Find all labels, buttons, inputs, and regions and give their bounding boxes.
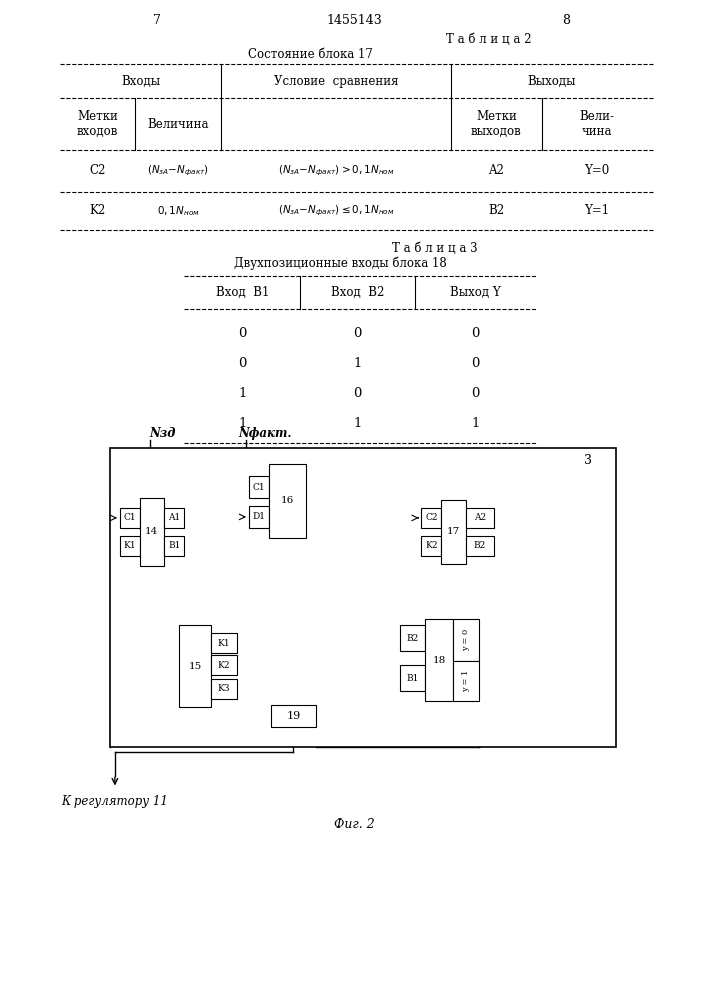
Text: K3: K3	[218, 684, 230, 693]
Text: Вели-
чина: Вели- чина	[580, 110, 614, 138]
Text: Вход  B2: Вход B2	[331, 286, 384, 299]
Text: 0: 0	[238, 357, 247, 370]
Text: 1: 1	[238, 417, 247, 430]
Bar	[249, 506, 269, 528]
Bar	[421, 536, 441, 556]
Text: Метки
входов: Метки входов	[77, 110, 118, 138]
Bar	[421, 508, 441, 528]
Text: A2: A2	[489, 164, 504, 177]
Bar	[426, 619, 453, 701]
Text: 17: 17	[447, 527, 460, 536]
Bar	[466, 536, 494, 556]
Text: K1: K1	[218, 639, 230, 648]
Text: $0,1N_{ном}$: $0,1N_{ном}$	[156, 204, 199, 218]
Text: 7: 7	[153, 14, 160, 27]
Text: Т а б л и ц а 3: Т а б л и ц а 3	[392, 242, 477, 255]
Text: C2: C2	[425, 513, 438, 522]
Text: K2: K2	[89, 204, 105, 217]
Text: 1: 1	[472, 417, 480, 430]
Text: 0: 0	[354, 327, 362, 340]
Text: C1: C1	[124, 513, 136, 522]
Text: 19: 19	[286, 711, 300, 721]
Text: Выходы: Выходы	[527, 75, 576, 88]
Text: D1: D1	[252, 512, 265, 521]
Bar	[120, 508, 140, 528]
Text: 0: 0	[354, 387, 362, 400]
Text: K2: K2	[425, 541, 438, 550]
Text: 0: 0	[472, 327, 480, 340]
Text: B2: B2	[489, 204, 504, 217]
Text: 1: 1	[238, 387, 247, 400]
Text: $(N_{зА}{-}N_{факт})\leq0,1N_{ном}$: $(N_{зА}{-}N_{факт})\leq0,1N_{ном}$	[278, 203, 395, 218]
Text: K2: K2	[218, 661, 230, 670]
Bar	[399, 665, 426, 691]
Text: 0: 0	[472, 357, 480, 370]
Text: Y=0: Y=0	[585, 164, 609, 177]
Text: B1: B1	[168, 541, 180, 550]
Bar	[441, 500, 466, 564]
Text: Условие  сравнения: Условие сравнения	[274, 75, 398, 88]
Text: Входы: Входы	[121, 75, 160, 88]
Bar	[110, 448, 616, 747]
Bar	[211, 655, 237, 675]
Bar	[466, 508, 494, 528]
Text: 0: 0	[472, 387, 480, 400]
Text: Метки
выходов: Метки выходов	[471, 110, 522, 138]
Bar	[271, 705, 316, 727]
Text: К регулятору 11: К регулятору 11	[62, 795, 168, 808]
Text: Состояние блока 17: Состояние блока 17	[248, 48, 373, 61]
Text: $(N_{зА}{-}N_{факт})$: $(N_{зА}{-}N_{факт})$	[147, 164, 209, 178]
Text: 1: 1	[354, 417, 362, 430]
Text: $(N_{зА}{-}N_{факт})>0,1N_{ном}$: $(N_{зА}{-}N_{факт})>0,1N_{ном}$	[278, 164, 395, 178]
Bar	[140, 498, 165, 566]
Bar	[211, 633, 237, 653]
Bar	[269, 464, 306, 538]
Text: 14: 14	[145, 527, 158, 536]
Text: 0: 0	[238, 327, 247, 340]
Bar	[211, 679, 237, 699]
Text: 1: 1	[354, 357, 362, 370]
Text: Величина: Величина	[147, 118, 209, 131]
Text: 15: 15	[189, 662, 202, 671]
Bar	[180, 625, 211, 707]
Text: 18: 18	[433, 656, 446, 665]
Text: A1: A1	[168, 513, 180, 522]
Text: y = 0: y = 0	[462, 629, 470, 651]
Text: B1: B1	[407, 674, 419, 683]
Bar	[453, 661, 479, 701]
Bar	[165, 508, 185, 528]
Text: Y=1: Y=1	[585, 204, 609, 217]
Text: Выход Y: Выход Y	[450, 286, 501, 299]
Text: Nфакт.: Nфакт.	[238, 427, 291, 440]
Bar	[249, 476, 269, 498]
Text: A2: A2	[474, 513, 486, 522]
Text: Т а б л и ц а 2: Т а б л и ц а 2	[446, 33, 532, 46]
Text: y = 1: y = 1	[462, 670, 470, 692]
Text: 3: 3	[584, 454, 592, 467]
Text: 1455143: 1455143	[326, 14, 382, 27]
Bar	[120, 536, 140, 556]
Text: Nзд: Nзд	[150, 427, 176, 440]
Text: C2: C2	[89, 164, 106, 177]
Bar	[399, 625, 426, 651]
Text: Фиг. 2: Фиг. 2	[334, 818, 375, 831]
Text: B2: B2	[407, 634, 419, 643]
Text: 16: 16	[281, 496, 294, 505]
Text: B2: B2	[474, 541, 486, 550]
Text: Вход  B1: Вход B1	[216, 286, 269, 299]
Bar	[165, 536, 185, 556]
Text: Двухпозиционные входы блока 18: Двухпозиционные входы блока 18	[234, 257, 447, 270]
Bar	[453, 619, 479, 661]
Text: K1: K1	[124, 541, 136, 550]
Text: 8: 8	[562, 14, 571, 27]
Text: C1: C1	[252, 483, 265, 492]
